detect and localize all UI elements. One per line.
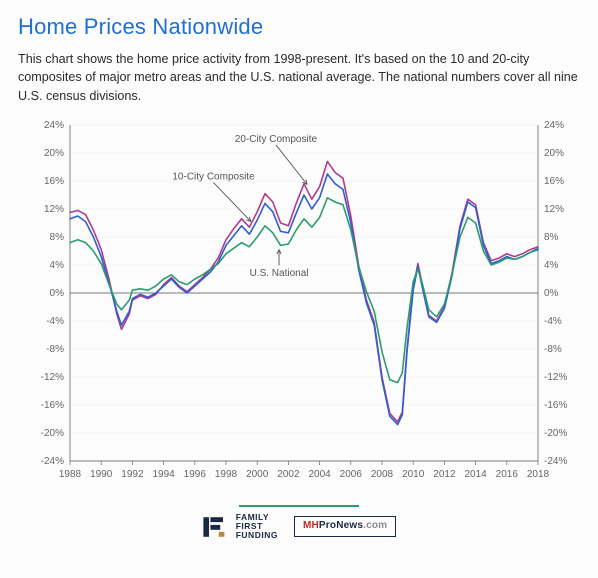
page-title: Home Prices Nationwide (18, 14, 580, 40)
svg-text:-12%: -12% (544, 372, 567, 383)
fff-logo-line3: FUNDING (236, 531, 278, 540)
series-20-city-composite (70, 161, 538, 421)
svg-text:20%: 20% (544, 148, 564, 159)
svg-text:-16%: -16% (41, 400, 64, 411)
svg-text:1988: 1988 (59, 469, 82, 480)
svg-text:2002: 2002 (277, 469, 300, 480)
chart-description: This chart shows the home price activity… (18, 50, 580, 105)
svg-text:8%: 8% (544, 232, 559, 243)
svg-text:-16%: -16% (544, 400, 567, 411)
logo-row: FAMILY FIRST FUNDING MHProNews.com (18, 513, 580, 541)
svg-text:2000: 2000 (246, 469, 269, 480)
chart-annotation: U.S. National (250, 268, 309, 279)
svg-text:0%: 0% (50, 288, 65, 299)
chart-annotation: 20-City Composite (235, 134, 318, 145)
svg-text:16%: 16% (544, 176, 564, 187)
svg-text:4%: 4% (50, 260, 65, 271)
mhpro-blue: Pro (319, 520, 336, 531)
svg-text:8%: 8% (50, 232, 65, 243)
svg-text:1994: 1994 (152, 469, 175, 480)
svg-text:12%: 12% (544, 204, 564, 215)
chart-annotation: 10-City Composite (172, 171, 255, 182)
svg-text:-24%: -24% (544, 456, 567, 467)
svg-text:0%: 0% (544, 288, 559, 299)
family-first-funding-logo: FAMILY FIRST FUNDING (202, 513, 278, 541)
svg-text:2004: 2004 (308, 469, 331, 480)
mhpro-red: MH (303, 520, 319, 531)
svg-text:2012: 2012 (433, 469, 456, 480)
svg-text:-8%: -8% (544, 344, 562, 355)
svg-text:1992: 1992 (121, 469, 144, 480)
svg-text:-20%: -20% (41, 428, 64, 439)
series-10-city-composite (70, 174, 538, 425)
svg-text:-8%: -8% (46, 344, 64, 355)
svg-text:4%: 4% (544, 260, 559, 271)
svg-text:-4%: -4% (544, 316, 562, 327)
line-chart: -24% -24% -20% -20% -16% -16% -12% -12% -8% -8% -4… (18, 111, 580, 501)
svg-text:-12%: -12% (41, 372, 64, 383)
svg-text:20%: 20% (44, 148, 64, 159)
svg-text:2018: 2018 (527, 469, 550, 480)
svg-text:-20%: -20% (544, 428, 567, 439)
mhpronews-logo: MHProNews.com (294, 516, 396, 537)
svg-text:2006: 2006 (340, 469, 363, 480)
svg-text:2008: 2008 (371, 469, 394, 480)
svg-text:24%: 24% (544, 120, 564, 131)
fff-logo-mark-icon (202, 513, 230, 541)
svg-text:-24%: -24% (41, 456, 64, 467)
svg-text:2016: 2016 (496, 469, 519, 480)
svg-text:16%: 16% (44, 176, 64, 187)
svg-text:1998: 1998 (215, 469, 238, 480)
series-u-s-national (70, 198, 538, 383)
svg-text:1996: 1996 (184, 469, 207, 480)
svg-text:2014: 2014 (464, 469, 487, 480)
accent-divider (239, 505, 359, 507)
svg-text:2010: 2010 (402, 469, 425, 480)
svg-text:-4%: -4% (46, 316, 64, 327)
svg-text:1990: 1990 (90, 469, 113, 480)
svg-text:12%: 12% (44, 204, 64, 215)
svg-text:24%: 24% (44, 120, 64, 131)
